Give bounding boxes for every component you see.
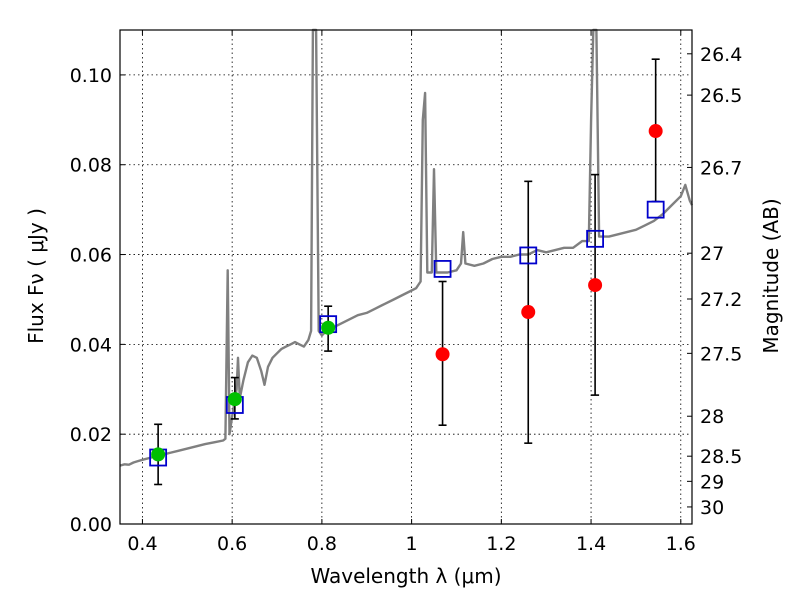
x-axis-ticks: 0.4 0.6 0.8 1 1.2 1.4 1.6 — [127, 30, 696, 555]
right-tick-label: 26.5 — [700, 85, 742, 107]
right-tick-label: 27 — [700, 243, 724, 265]
data-point-red — [588, 278, 603, 293]
x-tick-label: 1.6 — [666, 533, 696, 555]
x-tick-label: 1.4 — [576, 533, 606, 555]
grid-lines — [120, 30, 692, 525]
x-tick-label: 1 — [406, 533, 418, 555]
x-axis-title: Wavelength λ (μm) — [310, 564, 501, 588]
y-tick-label: 0.00 — [70, 514, 112, 536]
right-tick-label: 27.2 — [700, 289, 742, 311]
right-tick-label: 30 — [700, 497, 724, 519]
y-tick-label: 0.10 — [70, 65, 112, 87]
data-point-red — [648, 124, 663, 139]
observed-photometry-points — [151, 124, 663, 462]
right-tick-label: 28 — [700, 406, 724, 428]
model-photometry-square — [586, 229, 604, 248]
right-axis-title: Magnitude (AB) — [759, 198, 783, 353]
x-tick-label: 0.4 — [127, 533, 157, 555]
right-tick-label: 26.4 — [700, 44, 742, 66]
model-spectrum-layer — [119, 28, 694, 467]
y-tick-label: 0.06 — [70, 245, 112, 267]
right-tick-label: 29 — [700, 471, 724, 493]
y-tick-label: 0.02 — [70, 424, 112, 446]
model-photometry-square — [519, 246, 538, 265]
plot-frame — [119, 29, 693, 525]
x-tick-label: 0.8 — [307, 533, 337, 555]
y-tick-label: 0.04 — [70, 334, 112, 356]
data-point-red — [435, 347, 450, 362]
data-point-green — [227, 392, 242, 407]
model-spectrum-line — [119, 28, 694, 467]
x-tick-label: 0.6 — [217, 533, 247, 555]
model-photometry-square — [433, 260, 452, 278]
y-axis-title: Flux Fν ( μJy ) — [24, 208, 48, 344]
model-photometry-square — [646, 200, 665, 219]
y-tick-label: 0.08 — [70, 155, 112, 177]
right-axis-ticks: 26.4 26.5 26.7 27 27.2 27.5 28 28.5 29 30 — [687, 44, 742, 519]
right-tick-label: 26.7 — [700, 157, 742, 179]
data-point-green — [151, 447, 166, 462]
right-tick-label: 27.5 — [700, 343, 742, 365]
right-tick-label: 28.5 — [700, 446, 742, 468]
x-tick-label: 1.2 — [486, 533, 516, 555]
y-axis-ticks: 0.00 0.02 0.04 0.06 0.08 0.10 — [70, 65, 125, 536]
data-point-green — [321, 320, 336, 335]
data-point-red — [521, 305, 536, 320]
